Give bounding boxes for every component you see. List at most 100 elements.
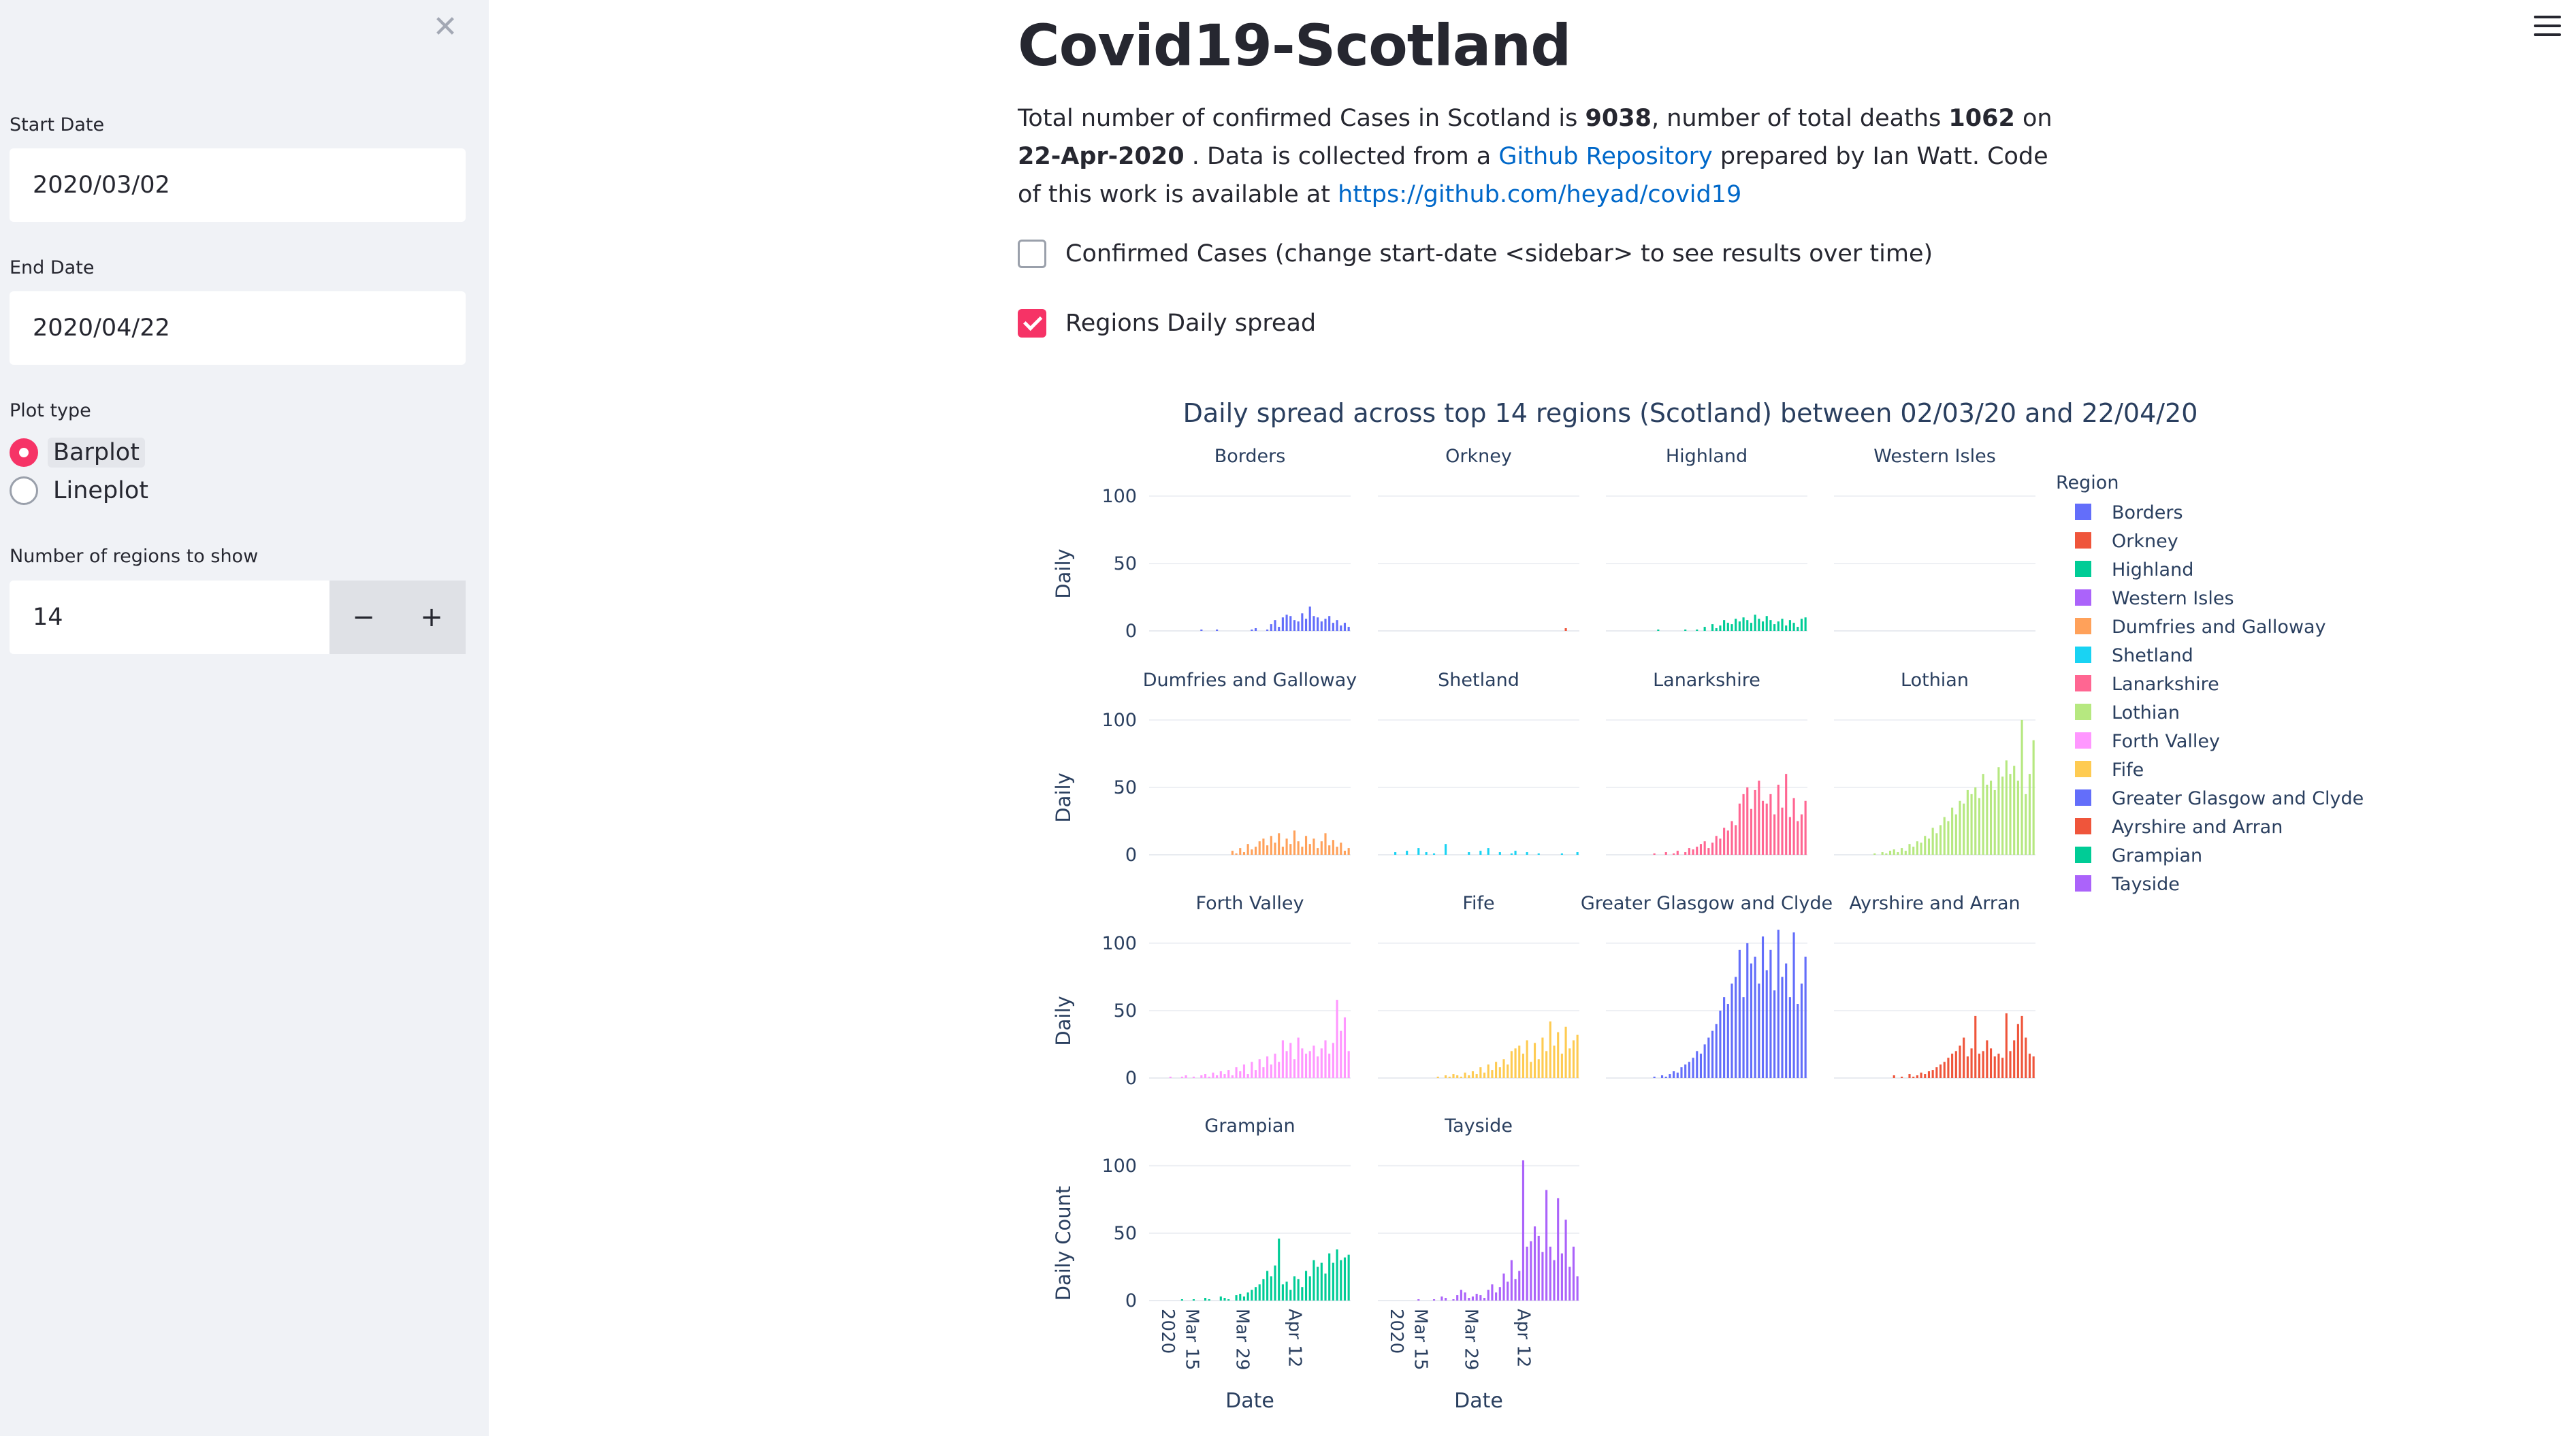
bar (1986, 784, 1989, 855)
chart-title: Daily spread across top 14 regions (Scot… (1183, 398, 2198, 428)
bar (1502, 1273, 1505, 1301)
y-tick-label: 0 (1125, 1068, 1137, 1089)
bar (1278, 627, 1281, 631)
end-date-input[interactable]: 2020/04/22 (10, 291, 466, 365)
bar (1769, 949, 1772, 1078)
code-link[interactable]: https://github.com/heyad/covid19 (1338, 181, 1742, 208)
y-tick-label: 100 (1101, 933, 1137, 954)
bar (1324, 1040, 1327, 1078)
bar (1320, 841, 1323, 855)
close-icon[interactable]: ✕ (432, 10, 458, 44)
regions-number-input[interactable]: 14 (10, 581, 329, 654)
bar (1537, 853, 1540, 855)
confirmed-cases-checkbox[interactable]: Confirmed Cases (change start-date <side… (1018, 240, 1933, 268)
bar (1491, 1284, 1494, 1301)
bar (1425, 852, 1428, 855)
bar (1699, 844, 1703, 855)
bar (1483, 1073, 1486, 1078)
bar (1735, 977, 1737, 1078)
bar (1680, 1067, 1683, 1078)
bar (1750, 623, 1753, 631)
legend-swatch (2075, 789, 2091, 806)
x-tick-label: 2020 (1157, 1309, 1178, 1354)
legend-swatch (2075, 647, 2091, 663)
bar (1989, 1048, 1993, 1078)
bar (1301, 1287, 1304, 1301)
bar (1468, 1298, 1470, 1301)
bar (1464, 1073, 1466, 1078)
bar (1343, 1257, 1347, 1301)
bar (1468, 852, 1470, 855)
hamburger-menu-icon[interactable] (2534, 12, 2561, 39)
bar (1904, 851, 1907, 855)
bar (1317, 1267, 1319, 1301)
bar (1676, 851, 1679, 855)
bar (1343, 623, 1347, 631)
bar (1270, 624, 1272, 631)
bar (1785, 625, 1788, 631)
bar (1432, 1299, 1436, 1301)
bar (1572, 1040, 1575, 1078)
increment-button[interactable]: + (398, 581, 466, 654)
bar (1208, 1077, 1210, 1078)
bar (1460, 1290, 1462, 1301)
bar (1332, 1043, 1334, 1078)
bar (1785, 963, 1788, 1078)
github-repository-link[interactable]: Github Repository (1498, 143, 1713, 170)
bar (1278, 1238, 1281, 1301)
bar (1317, 1056, 1319, 1078)
radio-lineplot[interactable]: Lineplot (10, 472, 148, 509)
bar (1723, 828, 1726, 855)
bar (1498, 852, 1501, 855)
bar (1927, 1071, 1931, 1078)
decrement-button[interactable]: − (329, 581, 398, 654)
bar (1456, 1295, 1459, 1301)
bar (1289, 616, 1292, 631)
bar (1340, 1260, 1342, 1301)
bar (1653, 1077, 1656, 1078)
y-tick-label: 100 (1101, 710, 1137, 731)
bar (1673, 1071, 1675, 1078)
radio-barplot[interactable]: Barplot (10, 434, 145, 471)
radio-unselected-icon[interactable] (10, 476, 38, 505)
x-tick-label: Mar 15 (1411, 1309, 1431, 1370)
bar (1266, 630, 1269, 631)
checkbox-unchecked-icon[interactable] (1018, 240, 1046, 268)
subplot-title: Fife (1462, 893, 1494, 914)
bar (1328, 1253, 1331, 1301)
bar (1436, 1077, 1439, 1078)
bar (1301, 613, 1304, 631)
bar (1491, 1070, 1494, 1078)
bar (1343, 851, 1347, 855)
subplot-title: Ayrshire and Arran (1849, 893, 2020, 914)
bar (1777, 784, 1780, 855)
bar (1340, 1030, 1342, 1078)
bar (1514, 1279, 1517, 1301)
y-tick-label: 50 (1114, 553, 1137, 574)
bar (1920, 843, 1922, 855)
legend-item: Grampian (2112, 845, 2202, 866)
bar (1231, 851, 1234, 855)
checkbox-checked-icon[interactable] (1018, 309, 1046, 338)
start-date-input[interactable]: 2020/03/02 (10, 148, 466, 222)
bar (1804, 956, 1807, 1078)
bar (1475, 1074, 1478, 1078)
legend-swatch (2075, 704, 2091, 720)
y-tick-label: 50 (1114, 1223, 1137, 1244)
bar (1963, 803, 1965, 855)
bar (1304, 1271, 1308, 1301)
bar (1750, 963, 1753, 1078)
bar (1699, 1054, 1703, 1078)
legend-item: Tayside (2111, 874, 2180, 895)
regions-daily-spread-checkbox[interactable]: Regions Daily spread (1018, 309, 1316, 338)
bar (1676, 1073, 1679, 1078)
bar (1993, 789, 1996, 855)
x-tick-label: 2020 (1386, 1309, 1406, 1354)
bar (1313, 616, 1315, 631)
bar (1235, 1295, 1238, 1301)
bar (1947, 821, 1950, 855)
bar (1297, 841, 1300, 855)
legend-item: Fife (2112, 760, 2144, 781)
radio-selected-icon[interactable] (10, 438, 38, 467)
bar (1347, 848, 1350, 855)
